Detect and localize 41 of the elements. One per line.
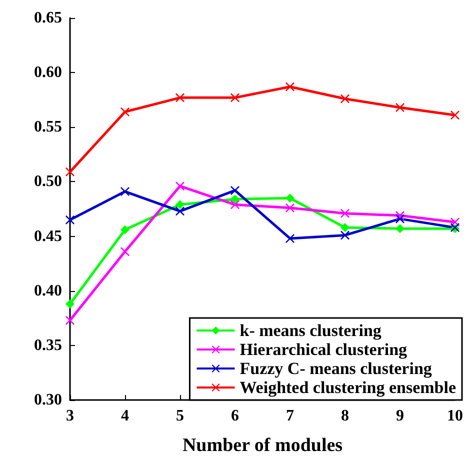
x-tick-label: 7	[286, 408, 294, 424]
point	[340, 230, 350, 240]
point	[396, 224, 404, 234]
x-tick-label: 8	[341, 408, 349, 424]
y-tick-label: 0.35	[34, 336, 62, 354]
point	[396, 214, 404, 224]
y-tick-label: 0.65	[34, 10, 62, 26]
point	[120, 225, 130, 234]
y-tick-label: 0.50	[34, 173, 62, 190]
point	[230, 200, 240, 210]
x-tick-label: 3	[66, 408, 74, 424]
point	[286, 194, 294, 203]
x-tick-label: 6	[231, 408, 239, 424]
y-tick-label: 0.55	[34, 118, 62, 136]
point	[286, 82, 294, 92]
y-tick-label: 0.30	[34, 392, 62, 408]
point	[340, 94, 350, 104]
y-tick-label: 0.60	[34, 64, 62, 82]
point	[340, 223, 350, 232]
point	[176, 200, 184, 210]
point	[450, 110, 460, 120]
point	[230, 194, 240, 204]
point	[176, 93, 184, 102]
x-tick-label: 4	[121, 408, 129, 424]
legend-label: Hierarchical clustering	[240, 340, 408, 359]
x-tick-label: 9	[396, 408, 404, 424]
y-tick-label: 0.45	[34, 228, 62, 245]
legend-label: k- means clustering	[240, 321, 382, 340]
point	[176, 206, 184, 216]
legend-label: Fuzzy C- means clustering	[240, 359, 432, 378]
x-tick-label: 10	[447, 408, 463, 424]
y-tick-label: 0.40	[34, 282, 62, 300]
point	[66, 316, 74, 325]
point	[340, 208, 350, 218]
point	[66, 167, 74, 176]
x-tick-label: 5	[176, 408, 184, 424]
x-axis-title: Number of modules	[182, 435, 343, 456]
point	[230, 93, 240, 102]
point	[66, 299, 74, 308]
point	[120, 107, 130, 116]
legend-label: Weighted clustering ensemble	[240, 378, 456, 397]
